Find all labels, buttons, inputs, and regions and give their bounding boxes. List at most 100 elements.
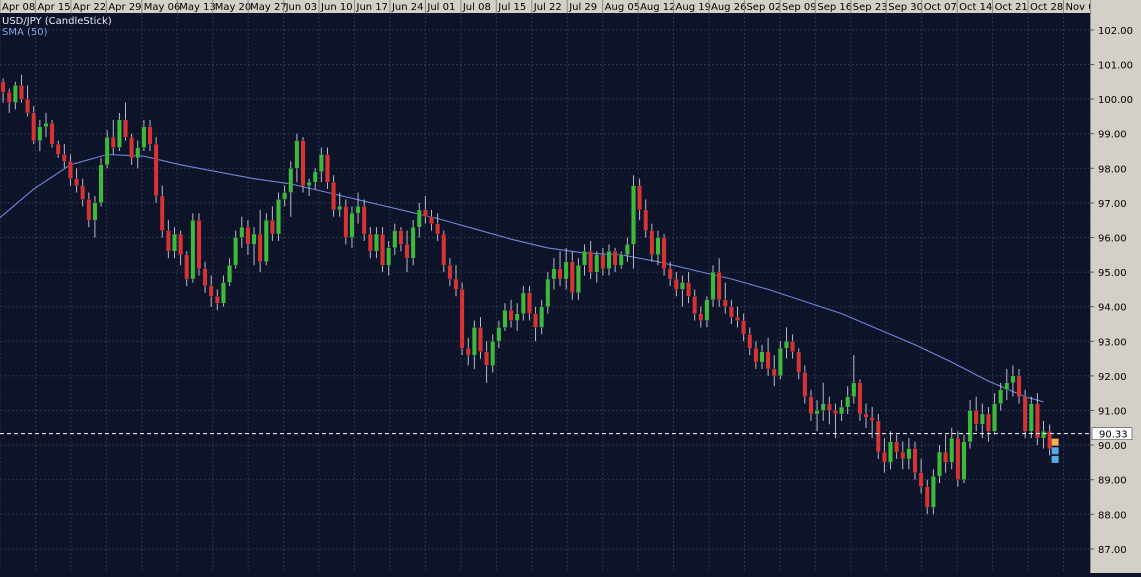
candle — [337, 192, 343, 217]
x-tick-label: Oct 14 — [959, 2, 992, 13]
candle-body-up — [490, 341, 496, 366]
candle-body-up — [606, 251, 612, 269]
sma-line — [0, 153, 1044, 403]
x-tick-label: May 06 — [144, 2, 181, 13]
candle — [166, 220, 171, 259]
candle — [92, 195, 98, 238]
candle — [894, 434, 899, 459]
candle-body-down — [465, 348, 471, 356]
candle-body-up — [288, 168, 294, 193]
candle — [37, 119, 43, 151]
candle-body-down — [673, 278, 679, 290]
x-tick-label: Jun 24 — [391, 2, 424, 13]
candle-body-up — [251, 233, 257, 245]
candle — [692, 289, 698, 321]
candle-body-down — [753, 348, 759, 363]
candle — [276, 192, 281, 241]
candle — [710, 265, 716, 307]
candle — [747, 327, 753, 356]
candle — [557, 251, 563, 286]
x-tick-label: Jul 22 — [533, 2, 562, 13]
candle-body-up — [545, 278, 551, 307]
candle-body-down — [361, 206, 367, 235]
candle — [1004, 368, 1010, 401]
candle-body-down — [331, 181, 336, 210]
candle-body-down — [716, 271, 722, 300]
candle — [918, 458, 924, 494]
candle-body-down — [600, 254, 606, 269]
candle-body-up — [37, 126, 43, 141]
x-tick-label: Aug 12 — [640, 2, 675, 13]
candle-body-up — [961, 441, 967, 480]
candle — [961, 434, 967, 484]
candle-body-down — [973, 410, 979, 425]
candle-body-down — [612, 251, 618, 266]
candle — [643, 199, 649, 238]
candle — [398, 227, 404, 252]
candle-body-up — [576, 265, 581, 294]
x-tick-label: Sep 23 — [853, 2, 888, 13]
y-tick-label: 96.00 — [1098, 234, 1127, 245]
candle-body-down — [741, 320, 746, 335]
candle-body-down — [527, 292, 532, 314]
candle-body-down — [49, 123, 55, 145]
x-tick-label: Jun 10 — [320, 2, 353, 13]
candle-body-up — [704, 299, 710, 321]
candle-body-down — [729, 306, 734, 318]
candle-body-down — [808, 396, 814, 415]
candle — [998, 382, 1004, 411]
candle-body-down — [637, 185, 642, 210]
candle — [582, 244, 587, 276]
candle-body-up — [710, 271, 716, 300]
candle-body-down — [31, 112, 37, 141]
candle — [147, 119, 153, 151]
candle — [227, 258, 232, 286]
candle — [343, 199, 349, 245]
candle-body-up — [949, 438, 955, 463]
x-tick-label: May 20 — [215, 2, 252, 13]
candle — [527, 285, 532, 321]
candle-body-down — [986, 413, 991, 432]
candle — [98, 157, 104, 207]
candle-body-down — [367, 233, 373, 252]
candle-body-down — [184, 254, 190, 280]
candle — [514, 303, 520, 331]
candle — [680, 275, 685, 307]
y-tick-label: 98.00 — [1098, 164, 1127, 175]
candle-body-up — [104, 137, 110, 165]
candle — [1041, 420, 1046, 449]
sma-indicator-label: SMA (50) — [2, 27, 48, 38]
y-tick-label: 97.00 — [1098, 199, 1127, 210]
candle — [1028, 396, 1034, 439]
candle-body-up — [190, 220, 196, 280]
candle-body-up — [1004, 382, 1010, 390]
candle — [410, 220, 416, 266]
candle — [61, 144, 67, 169]
sma-layer — [0, 153, 1044, 403]
candle — [435, 213, 440, 241]
candle-body-down — [74, 178, 79, 186]
candle-body-up — [520, 292, 526, 314]
candle-body-up — [306, 181, 312, 186]
x-tick-label: Jul 15 — [497, 2, 526, 13]
candle-body-down — [686, 282, 691, 297]
candle-body-down — [698, 313, 704, 321]
candle-body-up — [319, 154, 324, 172]
x-tick-label: Apr 22 — [73, 2, 106, 13]
candle-body-down — [178, 233, 183, 255]
candle-body-down — [86, 199, 92, 221]
candle-body-down — [257, 233, 263, 262]
y-tick-label: 102.00 — [1098, 26, 1133, 37]
candle-body-down — [25, 98, 30, 114]
candle — [117, 112, 122, 151]
candle — [576, 258, 581, 300]
candle-body-down — [508, 310, 514, 321]
candle — [869, 407, 875, 439]
candle-body-down — [826, 403, 832, 411]
y-tick-label: 100.00 — [1098, 95, 1133, 106]
candle-body-down — [453, 278, 459, 290]
candle-body-up — [814, 410, 820, 415]
candle — [68, 154, 73, 186]
candle-body-up — [514, 313, 520, 321]
